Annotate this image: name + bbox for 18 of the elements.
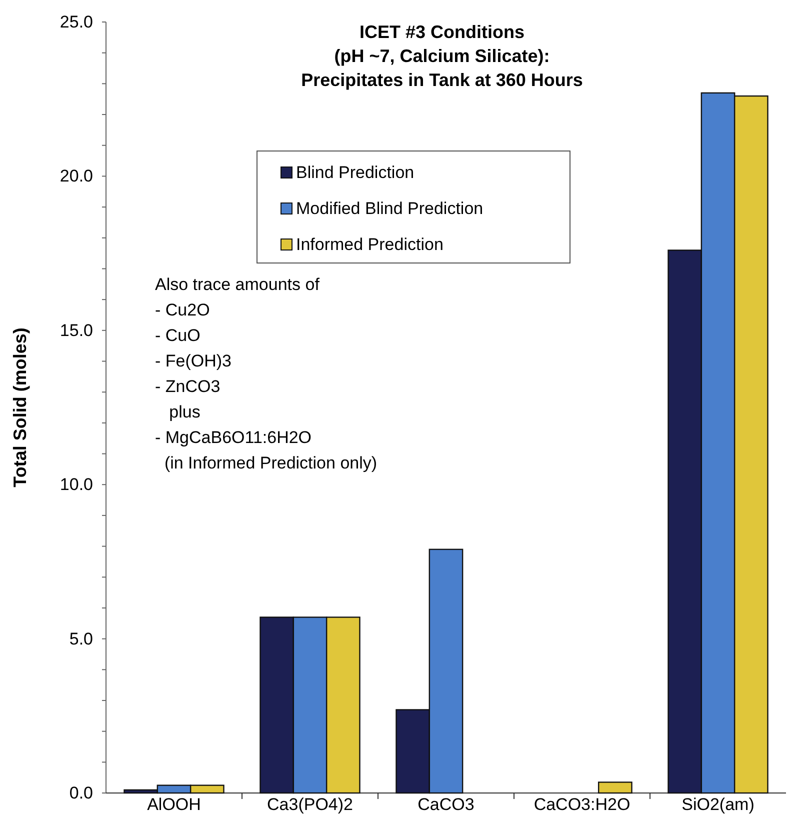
text: ICET #3 Conditions (pH ~7, Calcium Silicate): Precipitates in Tank at 360 Hours <box>301 22 583 90</box>
x-tick-label: Ca3(PO4)2 <box>267 795 353 814</box>
y-tick-label: 20.0 <box>60 166 93 186</box>
y-tick-label: 10.0 <box>60 475 93 494</box>
x-tick-label: CaCO3 <box>418 795 474 814</box>
y-tick-label: 15.0 <box>60 320 93 340</box>
legend-label: Informed Prediction <box>296 235 444 254</box>
y-tick-label: 25.0 <box>60 12 93 32</box>
bar <box>598 782 632 794</box>
x-tick-label: SiO2(am) <box>682 795 754 814</box>
y-tick-label: 5.0 <box>69 629 93 648</box>
legend-label: Blind Prediction <box>296 163 414 182</box>
x-tick-label: CaCO3:H2O <box>534 795 630 814</box>
legend-label: Modified Blind Prediction <box>296 199 484 218</box>
y-axis-title: Total Solid (moles) <box>10 328 30 488</box>
y-tick-label: 0.0 <box>69 783 93 802</box>
x-tick-label: AlOOH <box>147 795 201 814</box>
annotation: Also trace amounts of - Cu2O - CuO - Fe(OH)3 - ZnCO3 plus - MgCaB6O11:6H2O (in Informed Prediction only) <box>155 275 378 472</box>
